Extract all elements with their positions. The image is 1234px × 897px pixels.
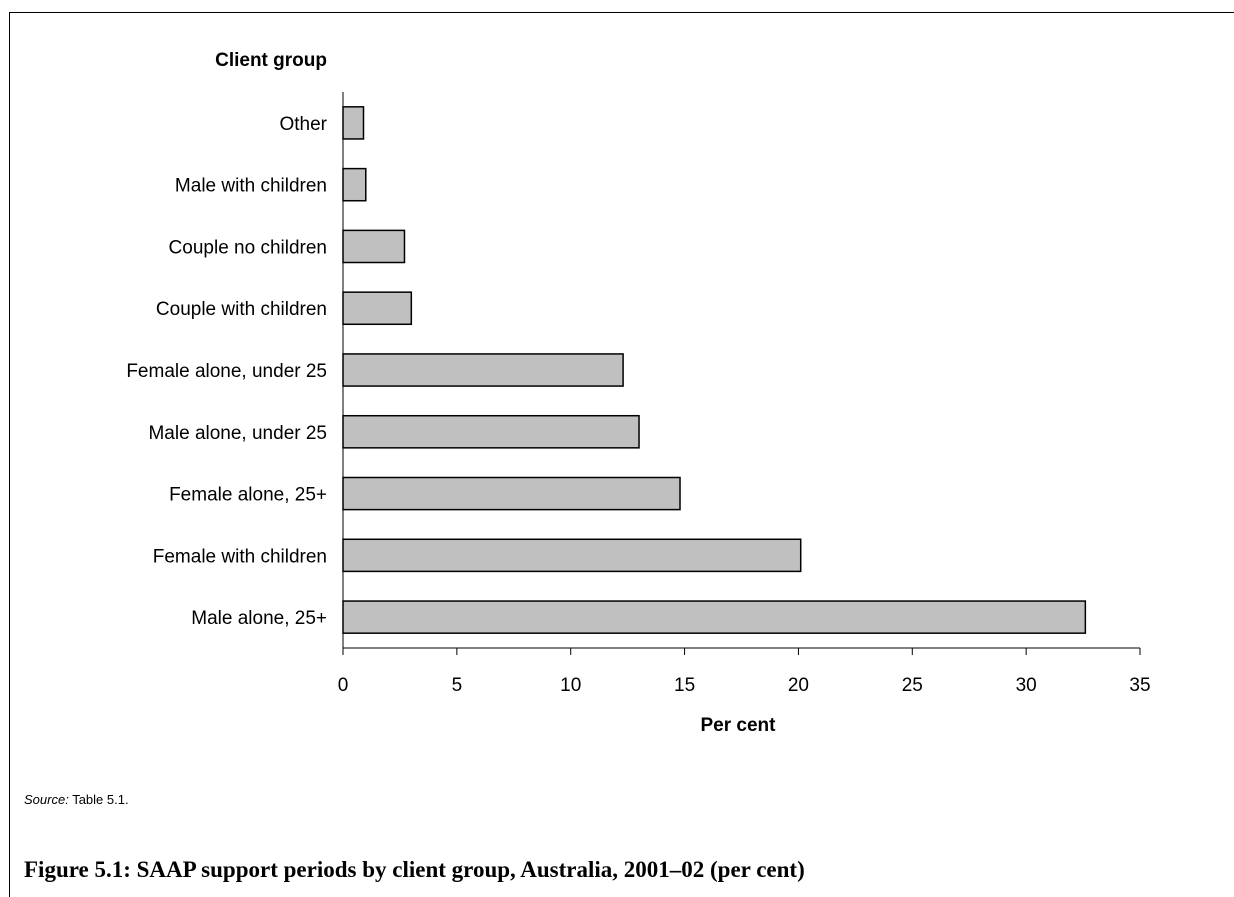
category-label: Male alone, under 25 — [148, 423, 327, 444]
category-label: Couple no children — [169, 237, 327, 258]
figure-caption: Figure 5.1: SAAP support periods by clie… — [24, 857, 805, 882]
left-border — [9, 12, 10, 897]
bar — [342, 538, 802, 573]
bar — [342, 414, 640, 449]
x-tick-label: 5 — [452, 675, 463, 696]
category-labels: Other Male with children Couple no childre… — [126, 114, 327, 629]
category-label: Female with children — [153, 546, 327, 567]
category-label: Female alone, under 25 — [126, 361, 327, 382]
x-tick-label: 20 — [788, 675, 809, 696]
category-label: Female alone, 25+ — [169, 485, 327, 506]
x-axis-title: Per cent — [701, 715, 777, 736]
bar — [342, 167, 367, 202]
y-axis-title: Client group — [215, 50, 327, 71]
category-label: Male with children — [175, 176, 327, 197]
source-text: Table 5.1. — [68, 792, 129, 807]
x-tick-label: 10 — [560, 675, 581, 696]
category-label: Male alone, 25+ — [191, 608, 327, 629]
category-label: Couple with children — [156, 299, 327, 320]
bar — [342, 476, 681, 511]
bar-chart: Client group Other Male with children Coup… — [126, 50, 1151, 736]
bars — [342, 106, 1087, 634]
source-note: Source: Table 5.1. — [24, 792, 129, 807]
bar — [342, 229, 406, 264]
bar — [342, 353, 624, 387]
source-label: Source: — [24, 792, 69, 807]
x-tick-label: 30 — [1016, 675, 1037, 696]
x-tick-label: 0 — [338, 675, 349, 696]
bar — [342, 106, 365, 140]
bar — [342, 600, 1087, 634]
category-label: Other — [279, 114, 327, 135]
x-axis-ticks: 0 5 10 15 20 25 30 35 — [338, 648, 1151, 696]
bar — [342, 291, 413, 326]
x-tick-label: 35 — [1129, 675, 1150, 696]
x-tick-label: 25 — [902, 675, 923, 696]
top-border — [9, 12, 1234, 13]
x-tick-label: 15 — [674, 675, 695, 696]
